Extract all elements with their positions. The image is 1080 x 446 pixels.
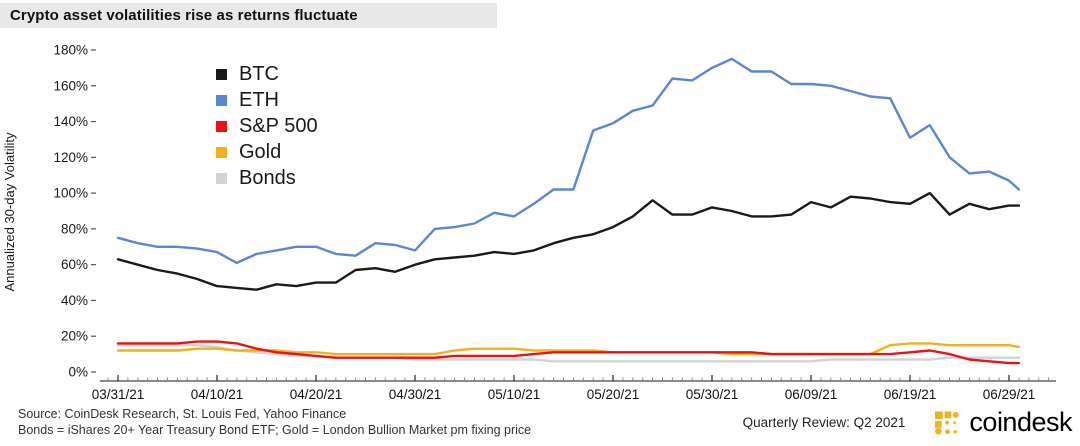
- series-line-eth: [116, 57, 1021, 265]
- legend-item-s-p-500: S&P 500: [216, 114, 318, 138]
- legend-swatch: [216, 68, 227, 80]
- y-tick-label: 60%: [61, 257, 88, 272]
- legend-swatch: [216, 120, 227, 132]
- source-line-1: Source: CoinDesk Research, St. Louis Fed…: [18, 407, 347, 421]
- y-tick-label: 40%: [61, 293, 88, 308]
- legend-swatch: [216, 172, 227, 184]
- series-line-bonds: [116, 344, 1021, 363]
- x-tick-label: 05/10/21: [488, 387, 541, 402]
- chart-title: Crypto asset volatilities rise as return…: [10, 7, 358, 24]
- series-line-btc: [116, 191, 1021, 291]
- y-tick-label: 180%: [53, 43, 88, 58]
- x-tick-label: 06/19/21: [884, 387, 937, 402]
- legend-label: S&P 500: [239, 114, 318, 137]
- chart-title-bar: Crypto asset volatilities rise as return…: [0, 3, 497, 28]
- source-notes: Source: CoinDesk Research, St. Louis Fed…: [18, 406, 531, 438]
- legend-label: Bonds: [239, 166, 296, 189]
- x-tick-label: 06/09/21: [785, 387, 838, 402]
- legend-item-eth: ETH: [216, 88, 318, 112]
- legend-swatch: [216, 94, 227, 106]
- legend-label: BTC: [239, 62, 279, 85]
- legend-item-btc: BTC: [216, 62, 318, 86]
- quarterly-review-label: Quarterly Review: Q2 2021: [742, 415, 906, 430]
- coindesk-dots-icon: [935, 410, 960, 435]
- legend-label: ETH: [239, 88, 279, 111]
- y-tick-label: 160%: [53, 78, 88, 93]
- source-line-2: Bonds = iShares 20+ Year Treasury Bond E…: [18, 423, 532, 437]
- y-tick-label: 120%: [53, 150, 88, 165]
- y-tick-label: 140%: [53, 114, 88, 129]
- x-tick-label: 04/10/21: [191, 387, 244, 402]
- y-axis-title: Annualized 30-day Volatility: [2, 132, 17, 291]
- legend-swatch: [216, 146, 227, 158]
- x-tick-label: 05/30/21: [686, 387, 739, 402]
- x-tick-label: 04/20/21: [290, 387, 343, 402]
- y-tick-label: 80%: [61, 221, 88, 236]
- coindesk-wordmark: coindesk: [969, 407, 1072, 437]
- series-line-s-p-500: [116, 340, 1021, 365]
- chart-legend: BTC ETH S&P 500 Gold Bonds: [216, 62, 318, 190]
- y-tick-label: 20%: [61, 329, 88, 344]
- footer-right: Quarterly Review: Q2 2021 coindesk: [742, 407, 1073, 438]
- legend-item-gold: Gold: [216, 140, 318, 164]
- coindesk-logo: coindesk: [935, 407, 1072, 438]
- x-tick-label: 04/30/21: [389, 387, 442, 402]
- legend-label: Gold: [239, 140, 282, 163]
- legend-item-bonds: Bonds: [216, 166, 318, 190]
- y-tick-label: 100%: [53, 186, 88, 201]
- x-tick-label: 05/20/21: [587, 387, 640, 402]
- y-tick-label: 0%: [68, 365, 88, 380]
- x-tick-label: 03/31/21: [92, 387, 145, 402]
- x-tick-label: 06/29/21: [983, 387, 1036, 402]
